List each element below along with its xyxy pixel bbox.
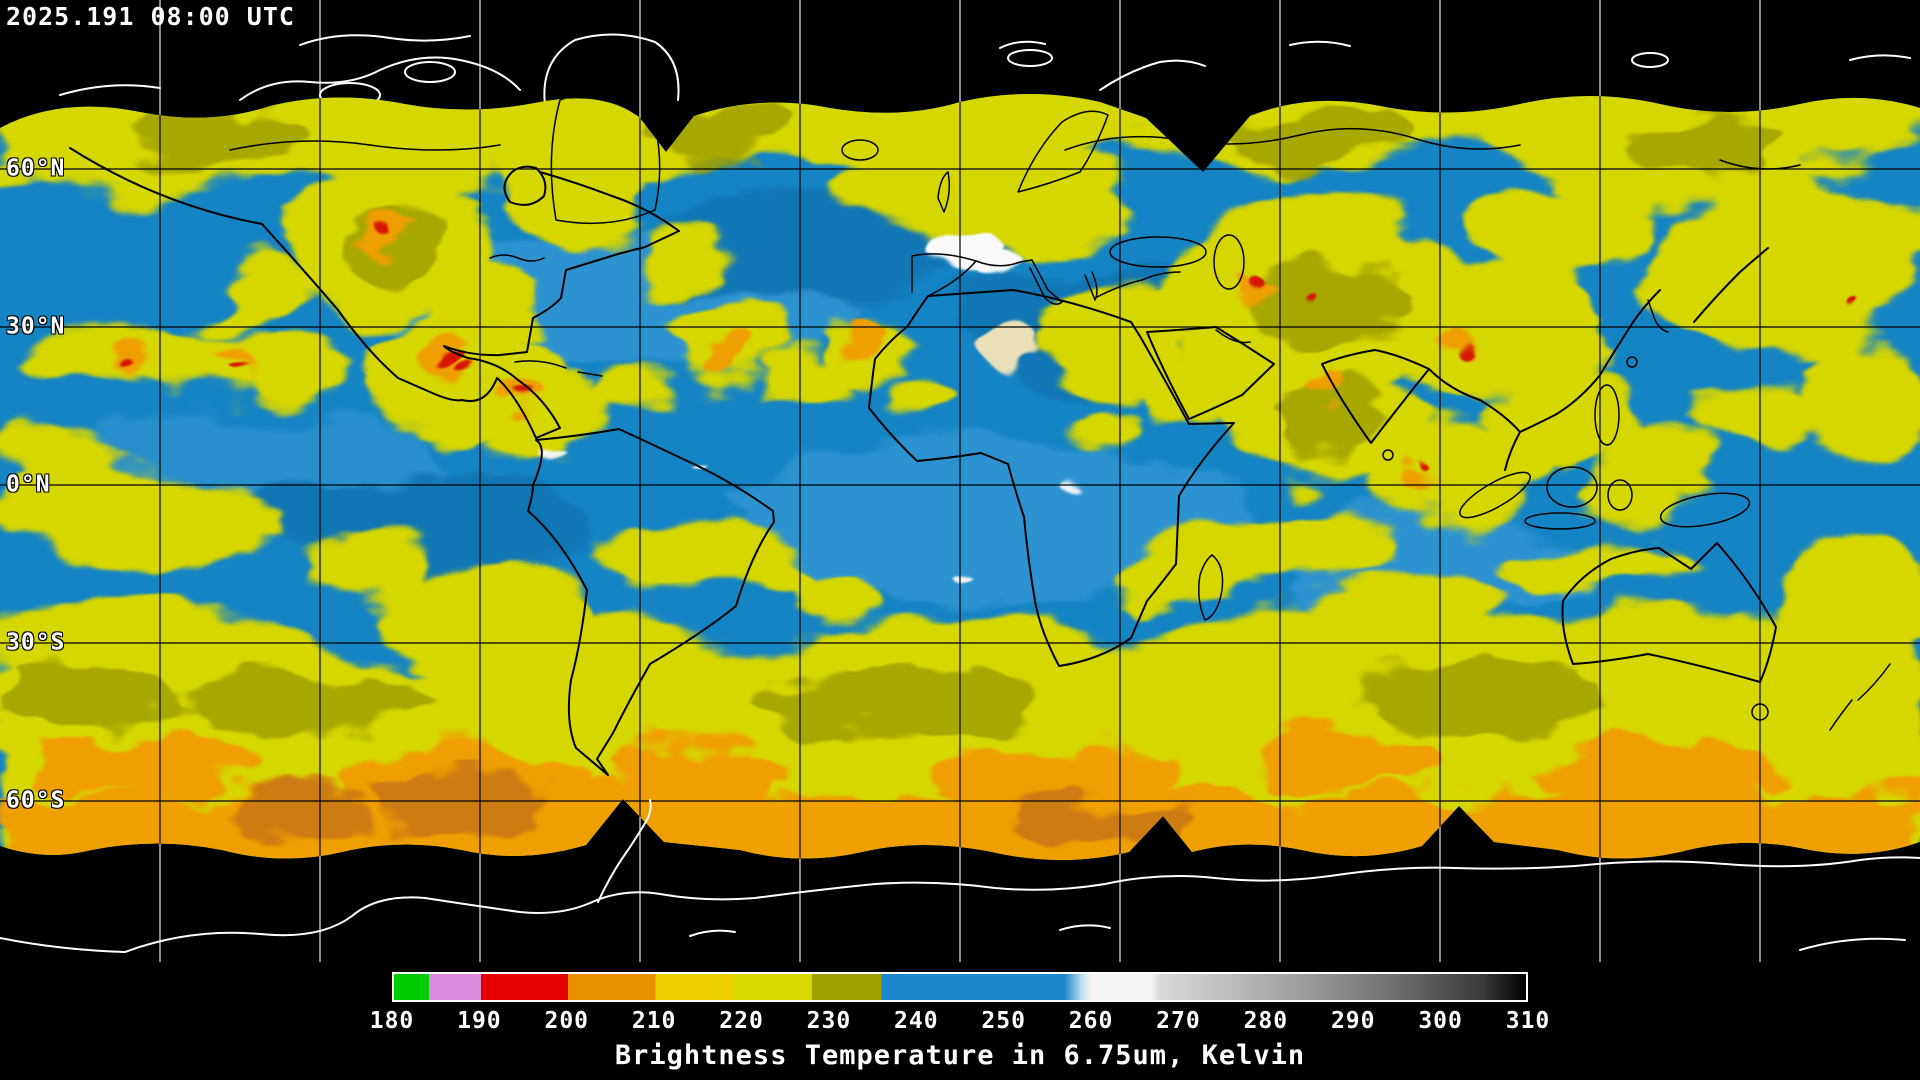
colorbar-tick-label: 310 bbox=[1505, 1008, 1551, 1034]
deep-cold-swirl-layer bbox=[230, 770, 1190, 840]
colorbar-tick-label: 200 bbox=[544, 1008, 590, 1034]
graticule-over-data bbox=[0, 94, 1920, 860]
colorbar-caption: Brightness Temperature in 6.75um, Kelvin bbox=[614, 1040, 1306, 1071]
latitude-label: 0°N bbox=[6, 471, 51, 498]
colorbar-tick-label: 210 bbox=[631, 1008, 677, 1034]
timestamp: 2025.191 08:00 UTC bbox=[6, 2, 295, 31]
colorbar-tick-label: 260 bbox=[1068, 1008, 1114, 1034]
latitude-label: 30°N bbox=[6, 313, 66, 340]
colorbar-tick-label: 220 bbox=[719, 1008, 764, 1034]
colorbar-tick-label: 190 bbox=[457, 1008, 502, 1034]
colorbar-tick-label: 250 bbox=[981, 1008, 1026, 1034]
latitude-label: 60°S bbox=[6, 787, 66, 814]
arctic-coastline bbox=[59, 33, 1911, 108]
latitude-label: 60°N bbox=[6, 155, 66, 182]
colorbar-legend: 180 190 200 210 220 230 240 250 260 270 280 290 300 3… bbox=[0, 958, 1920, 1080]
colorbar-tick-label: 300 bbox=[1418, 1008, 1463, 1034]
colorbar-tick-label: 290 bbox=[1330, 1008, 1376, 1034]
coldest-cloud-cores bbox=[123, 226, 1858, 472]
data-swath bbox=[0, 94, 1920, 860]
latitude-label: 30°S bbox=[6, 629, 66, 656]
colorbar-tick-label: 280 bbox=[1243, 1008, 1289, 1034]
colorbar-tick-label: 230 bbox=[806, 1008, 852, 1034]
antarctic-coastline bbox=[0, 799, 1920, 954]
colorbar-tick-label: 240 bbox=[894, 1008, 939, 1034]
colorbar-tick-label: 270 bbox=[1156, 1008, 1201, 1034]
coastlines bbox=[69, 94, 1891, 776]
colorbar-tick-label: 180 bbox=[369, 1008, 415, 1034]
colder-cloud-layer bbox=[0, 108, 1780, 735]
colorbar bbox=[392, 972, 1528, 1002]
warm-dry-patches bbox=[540, 235, 1087, 587]
